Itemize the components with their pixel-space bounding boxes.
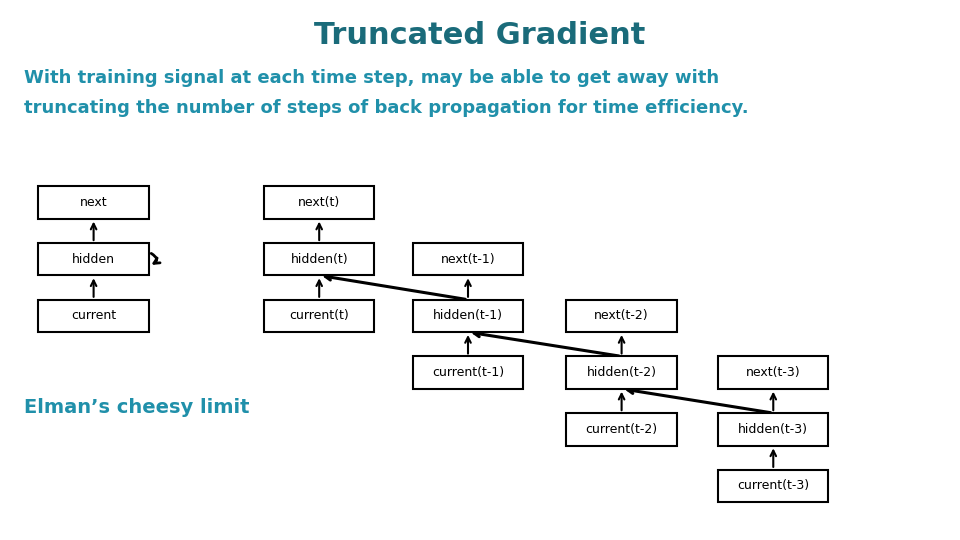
Text: truncating the number of steps of back propagation for time efficiency.: truncating the number of steps of back p… [24,99,749,117]
Text: With training signal at each time step, may be able to get away with: With training signal at each time step, … [24,69,719,87]
FancyBboxPatch shape [718,356,828,389]
Text: next(t): next(t) [298,196,341,209]
Text: current: current [71,309,116,322]
Text: next: next [80,196,108,209]
FancyBboxPatch shape [718,470,828,502]
FancyBboxPatch shape [566,300,677,332]
FancyBboxPatch shape [718,413,828,446]
Text: Truncated Gradient: Truncated Gradient [314,21,646,50]
Text: current(t-3): current(t-3) [737,480,809,492]
Text: hidden(t): hidden(t) [290,253,348,266]
Text: current(t-1): current(t-1) [432,366,504,379]
FancyBboxPatch shape [413,243,523,275]
Text: current(t): current(t) [289,309,349,322]
Text: hidden(t-1): hidden(t-1) [433,309,503,322]
FancyBboxPatch shape [264,243,374,275]
Text: next(t-3): next(t-3) [746,366,801,379]
Text: current(t-2): current(t-2) [586,423,658,436]
FancyBboxPatch shape [38,186,149,219]
Text: next(t-1): next(t-1) [441,253,495,266]
FancyBboxPatch shape [38,300,149,332]
FancyBboxPatch shape [38,243,149,275]
FancyBboxPatch shape [566,413,677,446]
Text: hidden: hidden [72,253,115,266]
Text: hidden(t-3): hidden(t-3) [738,423,808,436]
FancyBboxPatch shape [264,186,374,219]
Text: Elman’s cheesy limit: Elman’s cheesy limit [24,398,250,417]
Text: hidden(t-2): hidden(t-2) [587,366,657,379]
FancyBboxPatch shape [413,300,523,332]
FancyBboxPatch shape [264,300,374,332]
FancyBboxPatch shape [566,356,677,389]
FancyBboxPatch shape [413,356,523,389]
Text: next(t-2): next(t-2) [594,309,649,322]
